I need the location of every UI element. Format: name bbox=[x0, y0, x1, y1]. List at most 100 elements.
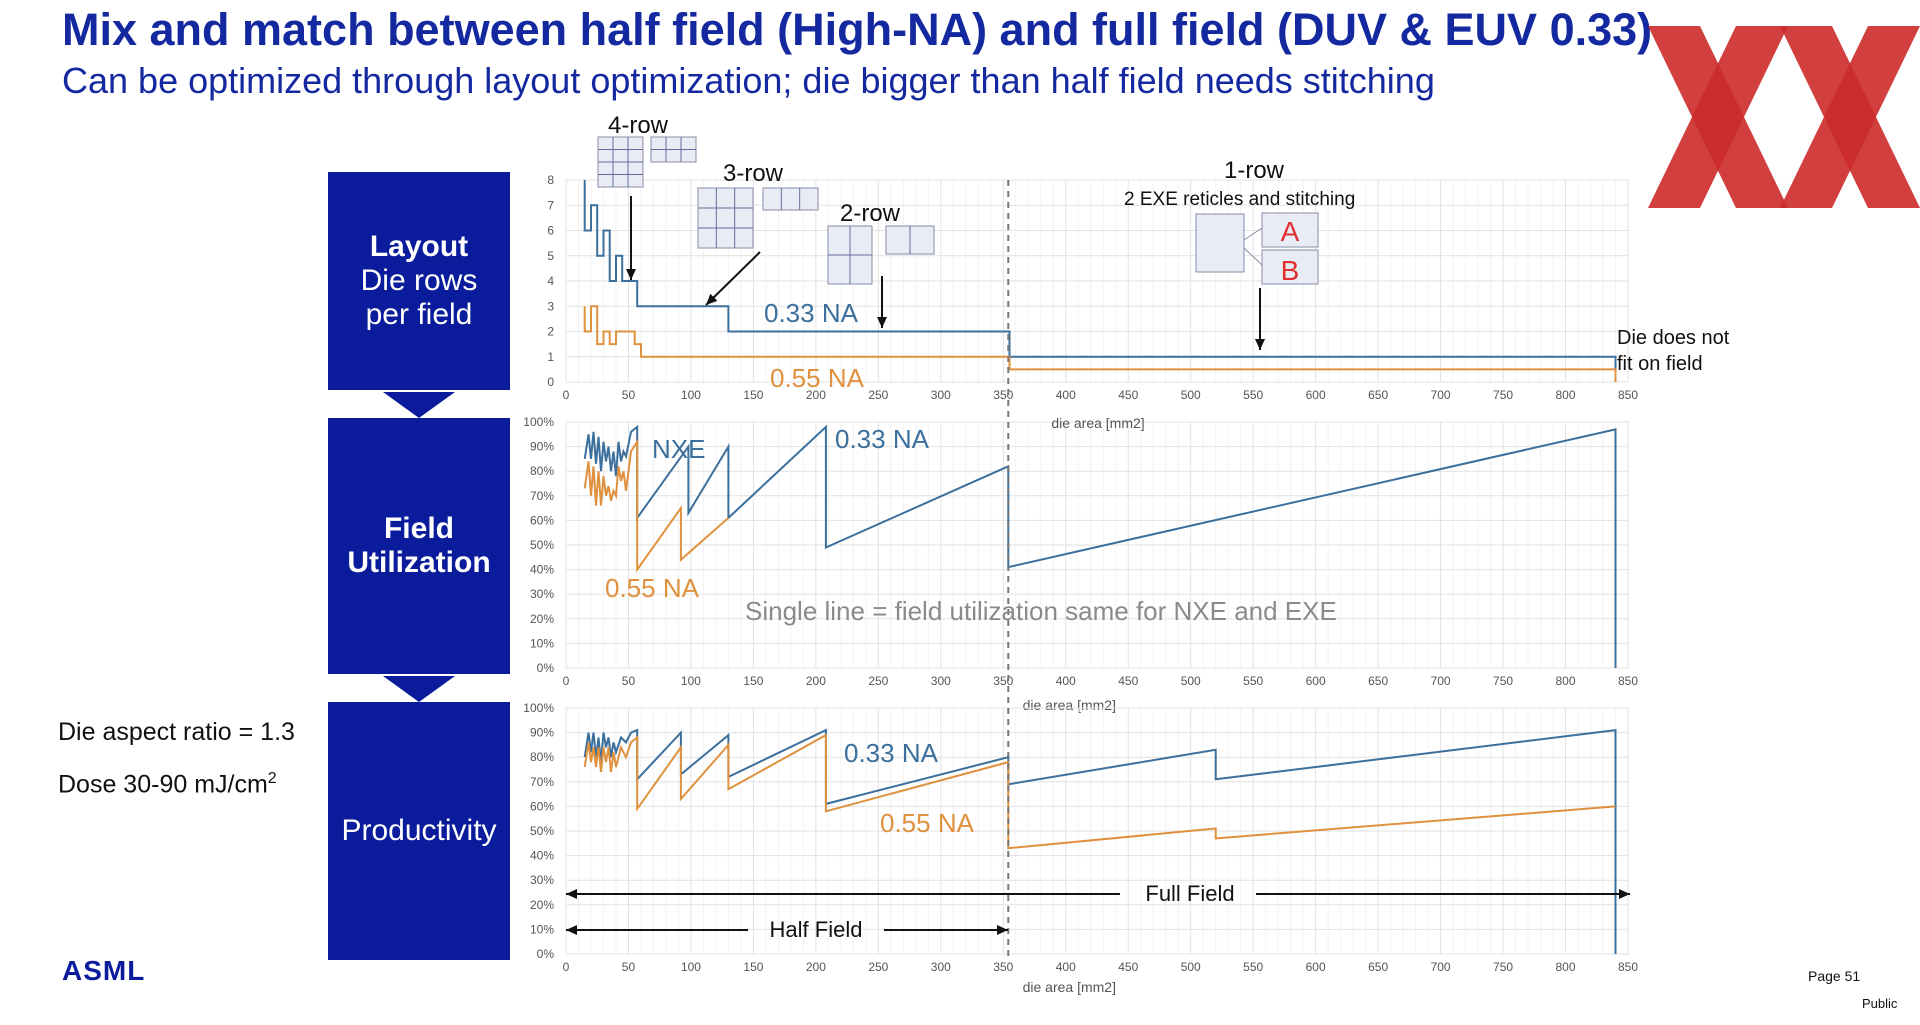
x-tick-label: 100 bbox=[681, 674, 701, 688]
x-tick-label: 400 bbox=[1056, 674, 1076, 688]
utilization-label: Utilization bbox=[347, 546, 491, 579]
aspect-ratio-note: Die aspect ratio = 1.3 bbox=[58, 718, 295, 746]
stitch-label: 2 EXE reticles and stitching bbox=[1124, 189, 1355, 210]
x-tick-label: 850 bbox=[1618, 388, 1638, 402]
single-line-note: Single line = field utilization same for… bbox=[745, 596, 1337, 626]
utilization-box: Field Utilization bbox=[328, 418, 510, 674]
x-tick-label: 500 bbox=[1181, 960, 1201, 974]
x-tick-label: 700 bbox=[1431, 960, 1451, 974]
x-tick-label: 650 bbox=[1368, 960, 1388, 974]
y-tick-label: 5 bbox=[547, 249, 554, 263]
x-tick-label: 600 bbox=[1306, 960, 1326, 974]
y-tick-label: 100% bbox=[523, 701, 554, 715]
page-subtitle: Can be optimized through layout optimiza… bbox=[62, 60, 1435, 101]
x-tick-label: 0 bbox=[563, 388, 570, 402]
y-tick-label: 80% bbox=[530, 464, 554, 478]
x-tick-label: 750 bbox=[1493, 388, 1513, 402]
series-label-033: 0.33 NA bbox=[764, 298, 859, 328]
reticle-b-label: B bbox=[1281, 255, 1300, 286]
y-tick-label: 8 bbox=[547, 173, 554, 187]
y-tick-label: 0 bbox=[547, 375, 554, 389]
x-tick-label: 350 bbox=[993, 960, 1013, 974]
page-number: Page 51 bbox=[1808, 968, 1861, 984]
y-tick-label: 60% bbox=[530, 513, 554, 527]
asml-logo: ASML bbox=[62, 955, 146, 986]
x-tick-label: 700 bbox=[1431, 674, 1451, 688]
page-title: Mix and match between half field (High-N… bbox=[62, 4, 1653, 55]
layout-box: Layout Die rows per field bbox=[328, 172, 510, 390]
y-tick-label: 50% bbox=[530, 538, 554, 552]
series-label-033: 0.33 NA bbox=[844, 738, 939, 768]
dose-note: Dose 30-90 mJ/cm2 bbox=[58, 770, 277, 799]
y-tick-label: 7 bbox=[547, 198, 554, 212]
y-tick-label: 30% bbox=[530, 873, 554, 887]
y-tick-label: 10% bbox=[530, 922, 554, 936]
x-tick-label: 150 bbox=[743, 388, 763, 402]
x-tick-label: 200 bbox=[806, 388, 826, 402]
series-line-033NA bbox=[583, 180, 1617, 382]
x-tick-label: 450 bbox=[1118, 960, 1138, 974]
y-tick-label: 70% bbox=[530, 775, 554, 789]
y-tick-label: 90% bbox=[530, 726, 554, 740]
x-tick-label: 550 bbox=[1243, 674, 1263, 688]
half-field-arrow-right-head bbox=[997, 925, 1008, 935]
x-tick-label: 400 bbox=[1056, 388, 1076, 402]
series-line-055NA bbox=[583, 438, 730, 573]
y-tick-label: 70% bbox=[530, 489, 554, 503]
x-axis-title: die area [mm2] bbox=[1023, 697, 1116, 713]
x-tick-label: 50 bbox=[622, 960, 636, 974]
y-tick-label: 40% bbox=[530, 849, 554, 863]
x-tick-label: 550 bbox=[1243, 960, 1263, 974]
reticle-a-label: A bbox=[1281, 216, 1300, 247]
y-tick-label: 1 bbox=[547, 350, 554, 364]
nxe-label: NXE bbox=[652, 434, 705, 464]
y-tick-label: 2 bbox=[547, 325, 554, 339]
full-field-label: Full Field bbox=[1145, 881, 1234, 906]
classification-label: Public bbox=[1862, 996, 1898, 1011]
no-fit-label: Die does not bbox=[1617, 327, 1730, 349]
x-tick-label: 100 bbox=[681, 960, 701, 974]
x-tick-label: 650 bbox=[1368, 674, 1388, 688]
y-tick-label: 3 bbox=[547, 299, 554, 313]
y-tick-label: 0% bbox=[537, 661, 555, 675]
reticle-b-box bbox=[1261, 249, 1319, 285]
x-tick-label: 200 bbox=[806, 674, 826, 688]
x-tick-label: 150 bbox=[743, 960, 763, 974]
flow-arrow bbox=[383, 676, 455, 702]
field-label: Field bbox=[383, 512, 454, 545]
dose-superscript: 2 bbox=[267, 770, 277, 787]
x-tick-label: 350 bbox=[993, 674, 1013, 688]
x-tick-label: 750 bbox=[1493, 960, 1513, 974]
per-field-label: per field bbox=[365, 298, 473, 331]
x-axis-title: die area [mm2] bbox=[1023, 979, 1116, 995]
series-label-055: 0.55 NA bbox=[770, 363, 865, 393]
x-tick-label: 250 bbox=[868, 960, 888, 974]
x-tick-label: 250 bbox=[868, 388, 888, 402]
x-tick-label: 300 bbox=[931, 388, 951, 402]
die-rows-label: Die rows bbox=[360, 264, 478, 297]
field-thumbnail-3row bbox=[697, 187, 754, 249]
y-tick-label: 6 bbox=[547, 224, 554, 238]
series-label-055: 0.55 NA bbox=[880, 808, 975, 838]
y-tick-label: 20% bbox=[530, 898, 554, 912]
x-tick-label: 300 bbox=[931, 960, 951, 974]
y-tick-label: 20% bbox=[530, 612, 554, 626]
watermark-logo bbox=[1648, 26, 1920, 208]
series-label-033: 0.33 NA bbox=[835, 424, 930, 454]
y-tick-label: 4 bbox=[547, 274, 554, 288]
series-line-033NA bbox=[583, 424, 1617, 668]
productivity-label: Productivity bbox=[341, 814, 497, 847]
x-tick-label: 650 bbox=[1368, 388, 1388, 402]
x-tick-label: 450 bbox=[1118, 674, 1138, 688]
x-tick-label: 450 bbox=[1118, 388, 1138, 402]
x-tick-label: 100 bbox=[681, 388, 701, 402]
y-tick-label: 0% bbox=[537, 947, 555, 961]
x-tick-label: 300 bbox=[931, 674, 951, 688]
field-thumbnail-1row bbox=[1195, 213, 1245, 273]
x-tick-label: 800 bbox=[1556, 674, 1576, 688]
row2-label: 2-row bbox=[840, 200, 901, 227]
y-tick-label: 90% bbox=[530, 440, 554, 454]
no-fit-label: fit on field bbox=[1617, 353, 1703, 375]
y-tick-label: 10% bbox=[530, 636, 554, 650]
pointer-arrow-head bbox=[877, 317, 887, 328]
